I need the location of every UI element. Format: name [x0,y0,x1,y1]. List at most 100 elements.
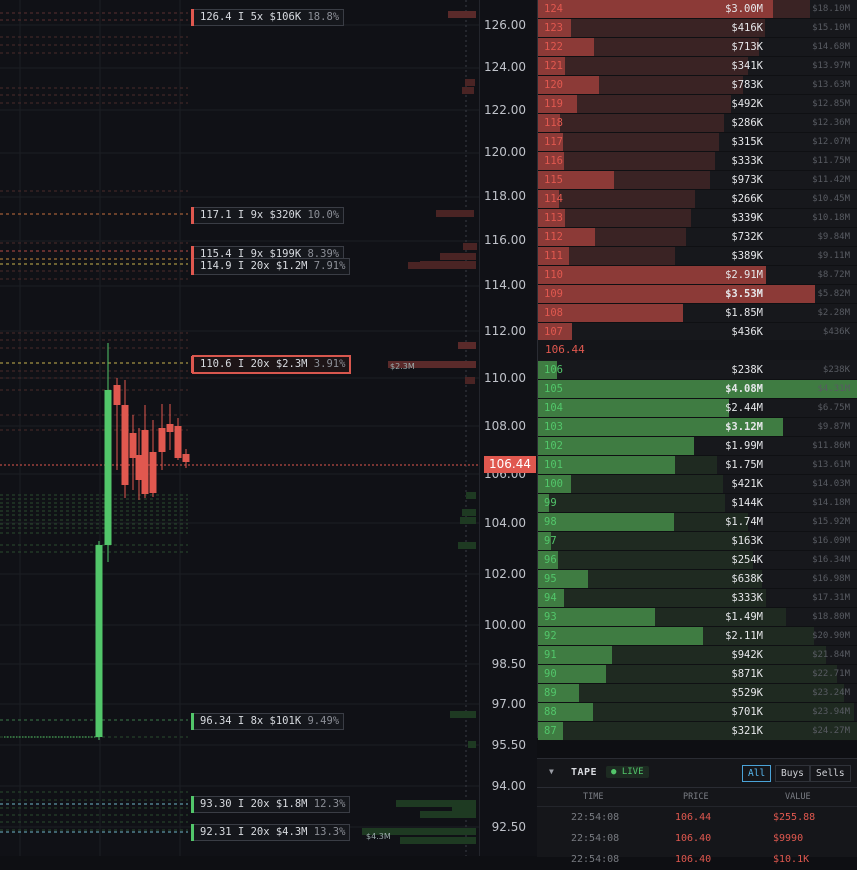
bid-row[interactable]: 100 $421K $14.03M [538,475,857,494]
trade-tape[interactable]: ▼ TAPE ● LIVE All Buys Sells TIME PRICE … [537,758,857,865]
order-book[interactable]: 124 $3.00M $18.10M 123 $416K $15.10M 122 $713K $… [537,0,857,741]
filter-buys-button[interactable]: Buys [775,765,810,782]
bid-row[interactable]: 89 $529K $23.24M [538,684,857,703]
ask-row[interactable]: 108 $1.85M $2.28M [538,304,857,323]
level-label-126-4[interactable]: 126.4 I 5x $106K 18.8% [191,9,345,26]
ask-row[interactable]: 114 $266K $10.45M [538,190,857,209]
tape-row[interactable]: 22:54:08 106.40 $9990 [537,828,857,849]
candlestick-canvas[interactable] [0,0,479,856]
level-label-117-1[interactable]: 117.1 I 9x $320K 10.0% [191,207,345,224]
ask-row[interactable]: 116 $333K $11.75M [538,152,857,171]
volume-profile-bar [462,87,474,94]
level-cumulative: $20.90M [812,631,850,641]
level-size: $339K [731,212,763,224]
level-marker [191,796,194,813]
bid-row[interactable]: 103 $3.12M $9.87M [538,418,857,437]
size-depth-bar [538,380,857,398]
level-label-96-34[interactable]: 96.34 I 8x $101K 9.49% [191,713,345,730]
level-price: 108 [544,307,563,319]
bid-row[interactable]: 87 $321K $24.27M [538,722,857,741]
ask-row[interactable]: 123 $416K $15.10M [538,19,857,38]
price-axis[interactable]: 126.00 124.00 122.00 120.00 118.00 116.0… [479,0,537,856]
bid-row[interactable]: 99 $144K $14.18M [538,494,857,513]
size-depth-bar [538,285,815,303]
bid-row[interactable]: 91 $942K $21.84M [538,646,857,665]
ask-row[interactable]: 124 $3.00M $18.10M [538,0,857,19]
level-cumulative: $16.34M [812,555,850,565]
volume-profile-bar [458,542,476,549]
filter-sells-button[interactable]: Sells [810,765,851,782]
level-price: 91 [544,649,557,661]
ask-row[interactable]: 110 $2.91M $8.72M [538,266,857,285]
y-tick: 112.00 [484,324,526,338]
bid-row[interactable]: 90 $871K $22.71M [538,665,857,684]
ask-row[interactable]: 117 $315K $12.07M [538,133,857,152]
ask-row[interactable]: 121 $341K $13.97M [538,57,857,76]
bid-row[interactable]: 94 $333K $17.31M [538,589,857,608]
ask-row[interactable]: 113 $339K $10.18M [538,209,857,228]
col-price: PRICE [683,792,709,802]
size-depth-bar [538,190,559,208]
bid-row[interactable]: 93 $1.49M $18.80M [538,608,857,627]
level-size: $713K [731,41,763,53]
level-cumulative: $22.71M [812,669,850,679]
ask-row[interactable]: 112 $732K $9.84M [538,228,857,247]
bid-row[interactable]: 102 $1.99M $11.86M [538,437,857,456]
level-price: 107 [544,326,563,338]
y-tick: 108.00 [484,419,526,433]
bid-row[interactable]: 104 $2.44M $6.75M [538,399,857,418]
level-cumulative: $18.80M [812,612,850,622]
level-marker [191,824,194,841]
cumulative-depth-bar [538,722,857,740]
level-label-92-31[interactable]: 92.31 I 20x $4.3M 13.3% [191,824,351,841]
trade-time: 22:54:08 [571,812,620,823]
level-label-114-9[interactable]: 114.9 I 20x $1.2M 7.91% [191,258,351,275]
ask-row[interactable]: 118 $286K $12.36M [538,114,857,133]
level-size: $1.75M [725,459,763,471]
bid-row[interactable]: 95 $638K $16.98M [538,570,857,589]
level-price: 123 [544,22,563,34]
level-label-110-6[interactable]: 110.6 I 20x $2.3M 3.91% [191,355,352,374]
level-price: 100 [544,478,563,490]
level-label-93-30[interactable]: 93.30 I 20x $1.8M 12.3% [191,796,351,813]
level-price: 97 [544,535,557,547]
filter-all-button[interactable]: All [742,765,772,782]
y-tick: 100.00 [484,618,526,632]
level-cumulative: $12.85M [812,99,850,109]
bid-row[interactable]: 96 $254K $16.34M [538,551,857,570]
level-price: 90 [544,668,557,680]
price-chart[interactable]: 126.4 I 5x $106K 18.8% 117.1 I 9x $320K … [0,0,537,856]
ask-row[interactable]: 109 $3.53M $5.82M [538,285,857,304]
tape-row[interactable]: 22:54:08 106.44 $255.88 [537,807,857,828]
y-tick: 122.00 [484,103,526,117]
ask-row[interactable]: 120 $783K $13.63M [538,76,857,95]
collapse-caret-icon[interactable]: ▼ [549,767,554,776]
bid-row[interactable]: 101 $1.75M $13.61M [538,456,857,475]
ask-row[interactable]: 115 $973K $11.42M [538,171,857,190]
bid-row[interactable]: 105 $4.08M $4.31M [538,380,857,399]
level-price: 104 [544,402,563,414]
tape-column-headers: TIME PRICE VALUE [537,788,857,807]
level-cumulative: $13.63M [812,80,850,90]
bid-row[interactable]: 98 $1.74M $15.92M [538,513,857,532]
level-cumulative: $11.42M [812,175,850,185]
bid-row[interactable]: 97 $163K $16.09M [538,532,857,551]
ask-row[interactable]: 111 $389K $9.11M [538,247,857,266]
cumulative-depth-bar [538,247,675,265]
ask-row[interactable]: 119 $492K $12.85M [538,95,857,114]
bid-row[interactable]: 88 $701K $23.94M [538,703,857,722]
y-tick: 92.50 [491,820,526,834]
level-price: 119 [544,98,563,110]
tape-row[interactable]: 22:54:08 106.40 $10.1K [537,849,857,870]
level-size: $973K [731,174,763,186]
bid-row[interactable]: 92 $2.11M $20.90M [538,627,857,646]
level-cumulative: $23.24M [812,688,850,698]
level-size: $315K [731,136,763,148]
candle-body [135,455,143,480]
level-cumulative: $14.18M [812,498,850,508]
level-text: 93.30 I 20x $1.8M [200,798,308,810]
level-cumulative: $9.11M [817,251,850,261]
bid-row[interactable]: 106 $238K $238K [538,361,857,380]
size-depth-bar [538,114,561,132]
ask-row[interactable]: 122 $713K $14.68M [538,38,857,57]
